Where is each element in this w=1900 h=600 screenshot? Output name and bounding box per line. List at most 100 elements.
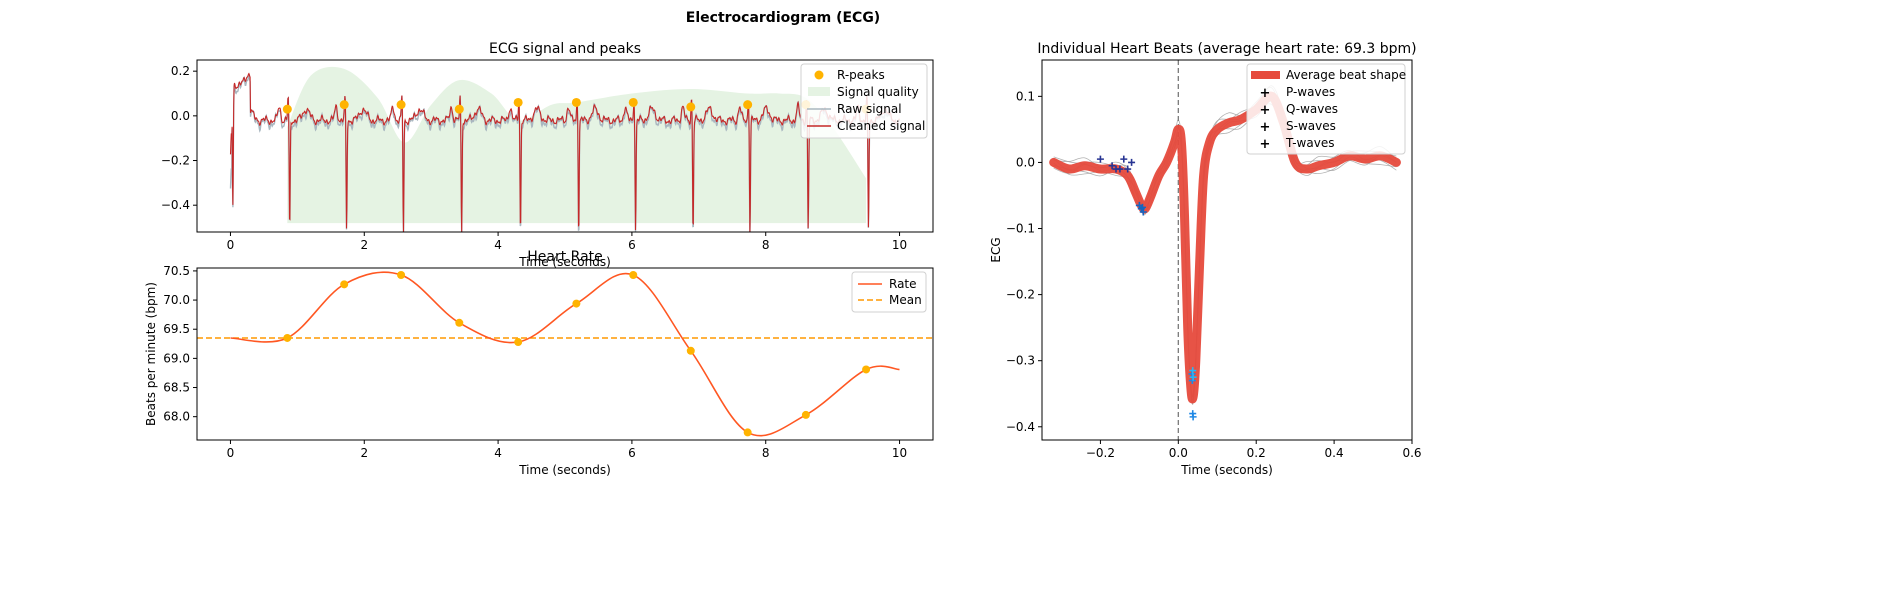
y-tick-label: 0.1 — [1016, 89, 1035, 103]
heart-beats-panel: Individual Heart Beats (average heart ra… — [989, 41, 1422, 477]
p-wave-marker — [1128, 158, 1136, 166]
legend-p-waves-marker: + — [1260, 86, 1271, 101]
legend-r-peaks-label: R-peaks — [837, 68, 885, 82]
legend-signal-quality-label: Signal quality — [837, 85, 919, 99]
heart-rate-x-ticks: 0 2 4 6 8 10 — [227, 440, 907, 460]
heart-rate-panel-frame — [196, 267, 934, 441]
x-tick-label: 6 — [628, 446, 636, 460]
legend-r-peaks-marker — [814, 70, 824, 80]
heart-rate-panel-title: Heart Rate — [527, 249, 603, 265]
y-tick-label: 69.0 — [163, 351, 190, 365]
ecg-panel-frame — [196, 59, 934, 233]
legend-rate-label: Rate — [889, 277, 917, 291]
rate-point — [801, 410, 810, 419]
legend-raw-signal-label: Raw signal — [837, 102, 902, 116]
rate-point — [514, 338, 523, 347]
r-peak-point — [282, 104, 292, 114]
y-tick-label: −0.4 — [161, 198, 190, 212]
heart-rate-y-axis-label: Beats per minute (bpm) — [144, 282, 158, 426]
p-wave-marker — [1116, 165, 1124, 173]
r-peak-point — [339, 100, 349, 110]
ecg-y-ticks: −0.4 −0.2 0.0 0.2 — [161, 64, 197, 212]
y-tick-label: 70.0 — [163, 293, 190, 307]
ecg-x-axis-label: Time (seconds) — [518, 255, 611, 269]
y-tick-label: 0.0 — [171, 109, 190, 123]
legend-s-waves-label: S-waves — [1286, 119, 1336, 133]
rate-point — [686, 346, 695, 355]
p-wave-marker — [1108, 162, 1116, 170]
legend-signal-quality-swatch — [808, 87, 830, 96]
legend-q-waves-marker: + — [1260, 103, 1271, 118]
r-peak-point — [743, 100, 753, 110]
heart-beats-x-axis-label: Time (seconds) — [1180, 463, 1273, 477]
ecg-panel-title: ECG signal and peaks — [489, 41, 641, 57]
x-tick-label: 8 — [762, 238, 770, 252]
s-wave-marker — [1189, 413, 1197, 421]
legend-mean-label: Mean — [889, 293, 922, 307]
x-tick-label: 0.0 — [1169, 446, 1188, 460]
heart-rate-legend-box — [851, 271, 927, 313]
p-wave-marker — [1120, 155, 1128, 163]
t-wave-marker — [1189, 373, 1197, 381]
rate-point — [743, 428, 752, 437]
y-tick-label: −0.2 — [1006, 288, 1035, 302]
y-tick-label: −0.2 — [161, 154, 190, 168]
wave-markers — [1096, 155, 1197, 421]
heart-beats-legend-box — [1246, 63, 1406, 155]
x-tick-label: 10 — [892, 238, 907, 252]
heart-rate-y-ticks: 68.0 68.5 69.0 69.5 70.0 70.5 — [163, 264, 197, 424]
r-peak-point — [686, 102, 696, 112]
heart-rate-panel: Heart Rate 0 2 4 6 8 10 68.0 68.5 69.0 69.5 70.0 7… — [144, 249, 934, 477]
y-tick-label: −0.1 — [1006, 222, 1035, 236]
legend-q-waves-label: Q-waves — [1286, 102, 1338, 116]
heart-beats-panel-title: Individual Heart Beats (average heart ra… — [1037, 41, 1416, 57]
x-tick-label: 10 — [892, 446, 907, 460]
x-tick-label: 8 — [762, 446, 770, 460]
ecg-legend-box — [800, 63, 928, 139]
y-tick-label: −0.4 — [1006, 420, 1035, 434]
ecg-x-ticks: 0 2 4 6 8 10 — [227, 232, 907, 252]
heart-beats-y-ticks: −0.4 −0.3 −0.2 −0.1 0.0 0.1 — [1006, 89, 1042, 434]
y-tick-label: 68.5 — [163, 381, 190, 395]
average-beat-line — [1049, 91, 1401, 404]
p-wave-marker — [1096, 155, 1104, 163]
legend-s-waves-marker: + — [1260, 120, 1271, 135]
x-tick-label: 4 — [494, 238, 502, 252]
signal-quality-area — [287, 66, 867, 224]
cleaned-signal-line — [229, 72, 900, 232]
x-tick-label: 0 — [227, 238, 235, 252]
r-peak-point — [571, 97, 581, 107]
r-peak-point — [454, 104, 464, 114]
ecg-signal-panel: ECG signal and peaks 0 2 4 6 8 10 −0.4 −0.2 0.0… — [161, 41, 934, 269]
figure-title: Electrocardiogram (ECG) — [686, 10, 880, 26]
rate-point — [397, 270, 406, 279]
legend-average-beat-label: Average beat shape — [1286, 68, 1406, 82]
x-tick-label: 2 — [360, 238, 368, 252]
x-tick-label: 4 — [494, 446, 502, 460]
legend-cleaned-signal-label: Cleaned signal — [837, 119, 925, 133]
y-tick-label: 0.0 — [1016, 155, 1035, 169]
x-tick-label: 0 — [227, 446, 235, 460]
r-peak-point — [513, 97, 523, 107]
q-wave-marker — [1138, 203, 1146, 211]
x-tick-label: 0.4 — [1325, 446, 1344, 460]
y-tick-label: 0.2 — [171, 64, 190, 78]
rate-point — [862, 365, 871, 374]
heart-beats-y-axis-label: ECG — [989, 237, 1003, 262]
x-tick-label: 2 — [360, 446, 368, 460]
rate-point — [455, 318, 464, 327]
heart-beats-legend: Average beat shape + P-waves + Q-waves +… — [1246, 63, 1406, 155]
x-tick-label: 6 — [628, 238, 636, 252]
legend-t-waves-marker: + — [1260, 137, 1271, 152]
heart-rate-x-axis-label: Time (seconds) — [518, 463, 611, 477]
rate-point — [572, 299, 581, 308]
legend-t-waves-label: T-waves — [1285, 136, 1334, 150]
y-tick-label: −0.3 — [1006, 354, 1035, 368]
heart-beats-panel-frame — [1041, 59, 1413, 441]
rate-line — [230, 271, 900, 437]
legend-p-waves-label: P-waves — [1286, 85, 1335, 99]
x-tick-label: 0.2 — [1247, 446, 1266, 460]
x-tick-label: 0.6 — [1402, 446, 1421, 460]
heart-beats-x-ticks: −0.2 0.0 0.2 0.4 0.6 — [1086, 440, 1422, 460]
